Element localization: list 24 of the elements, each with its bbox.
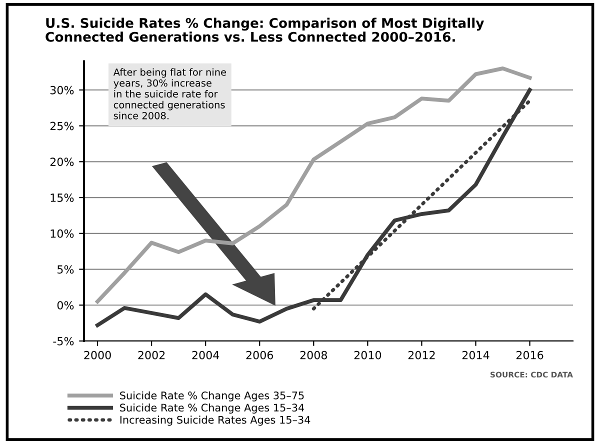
y-tick-label: 10% [50, 229, 74, 238]
x-tick-label: 2006 [246, 350, 274, 360]
annotation: After being flat for nine years, 30% increase in the suicide rate for connected generations since 2008. [113, 68, 226, 120]
x-tick-label: 2010 [354, 350, 382, 360]
line-series [96, 88, 532, 328]
y-tick-label: 25% [50, 122, 74, 130]
y-tick-label: 15% [50, 194, 74, 202]
x-tick-label: 2000 [84, 350, 111, 360]
legend-label: Suicide Rate % Change Ages 35–75 [120, 391, 304, 402]
x-tick-label: 2004 [192, 350, 220, 360]
x-tick-label: 2016 [516, 350, 544, 360]
y-tick-label: 5% [58, 265, 74, 274]
x-tick-label: 2002 [138, 350, 165, 360]
x-tick-label: 2014 [462, 350, 490, 360]
y-tick-label: 30% [50, 86, 74, 94]
chart-title: U.S. Suicide Rates % Change: Comparison of Most Digitally Connected Generations vs. Less Connected 2000–2016. [46, 18, 484, 42]
y-tick-label: -5% [53, 336, 74, 346]
x-tick-label: 2012 [408, 350, 435, 360]
x-tick-label: 2008 [300, 350, 328, 360]
legend-label: Increasing Suicide Rates Ages 15–34 [120, 416, 310, 426]
legend-label: Suicide Rate % Change Ages 15–34 [120, 404, 304, 414]
line-series [96, 66, 532, 304]
y-tick-label: 20% [50, 158, 74, 166]
y-tick-label: 0% [57, 301, 74, 310]
